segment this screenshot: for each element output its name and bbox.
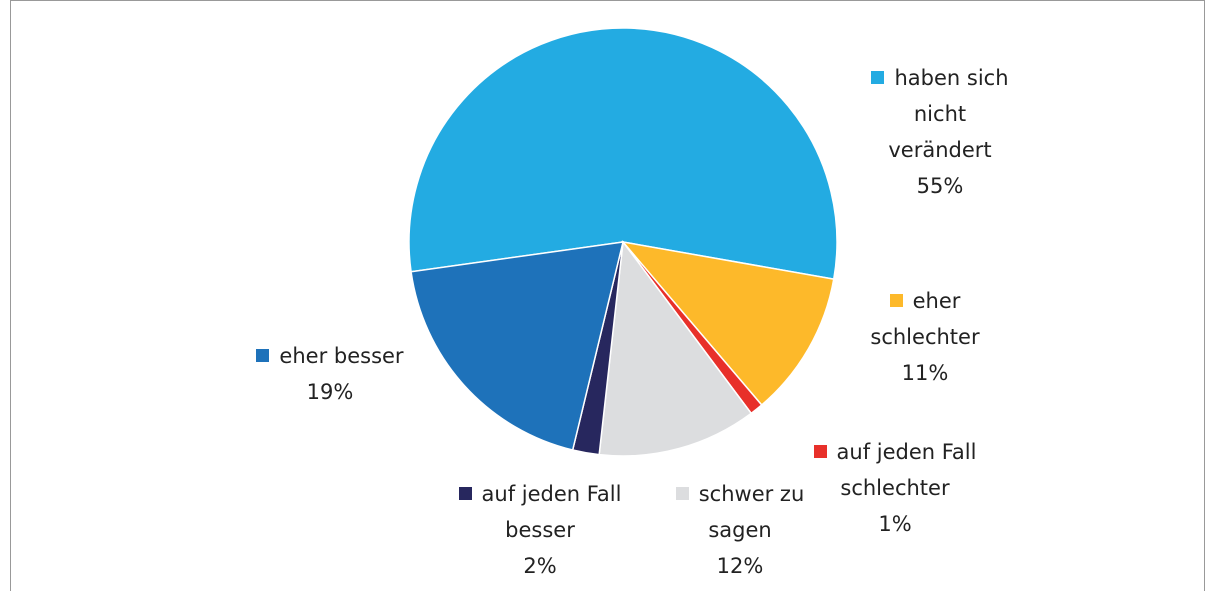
legend-swatch — [871, 71, 885, 84]
legend-swatch — [889, 294, 903, 307]
legend-swatch — [675, 487, 689, 500]
slice — [410, 241, 624, 451]
value-label: 2% — [523, 554, 557, 578]
label-line: eher schlechter — [845, 283, 1005, 355]
category-label: eher besser — [279, 344, 404, 368]
label-line: haben sich nicht verändert — [865, 60, 1015, 168]
legend-swatch — [256, 349, 270, 362]
data-label: schwer zu sagen 12% — [670, 476, 810, 584]
value-label: 12% — [716, 554, 764, 578]
label-line: auf jeden Fall besser — [440, 476, 640, 548]
value-label: 19% — [306, 380, 354, 404]
value-label: 11% — [901, 361, 949, 385]
category-label: haben sich nicht verändert — [888, 66, 1009, 162]
legend-swatch — [813, 445, 827, 458]
data-label: haben sich nicht verändert 55% — [865, 60, 1015, 204]
category-label: schwer zu sagen — [698, 482, 805, 542]
category-label: auf jeden Fall schlechter — [836, 440, 977, 500]
category-label: auf jeden Fall besser — [481, 482, 622, 542]
data-label: eher besser 19% — [230, 338, 430, 410]
slice — [598, 240, 753, 457]
legend-swatch — [458, 487, 472, 500]
label-line: auf jeden Fall schlechter — [795, 434, 995, 506]
slice — [408, 27, 838, 281]
value-label: 1% — [878, 512, 912, 536]
slice — [621, 240, 835, 407]
data-label: auf jeden Fall besser 2% — [440, 476, 640, 584]
category-label: eher schlechter — [870, 289, 980, 349]
data-label: eher schlechter 11% — [845, 283, 1005, 391]
data-label: auf jeden Fall schlechter 1% — [795, 434, 995, 542]
value-label: 55% — [916, 174, 964, 198]
frame — [10, 0, 1205, 591]
label-line: schwer zu sagen — [670, 476, 810, 548]
label-line: eher besser — [230, 338, 430, 374]
